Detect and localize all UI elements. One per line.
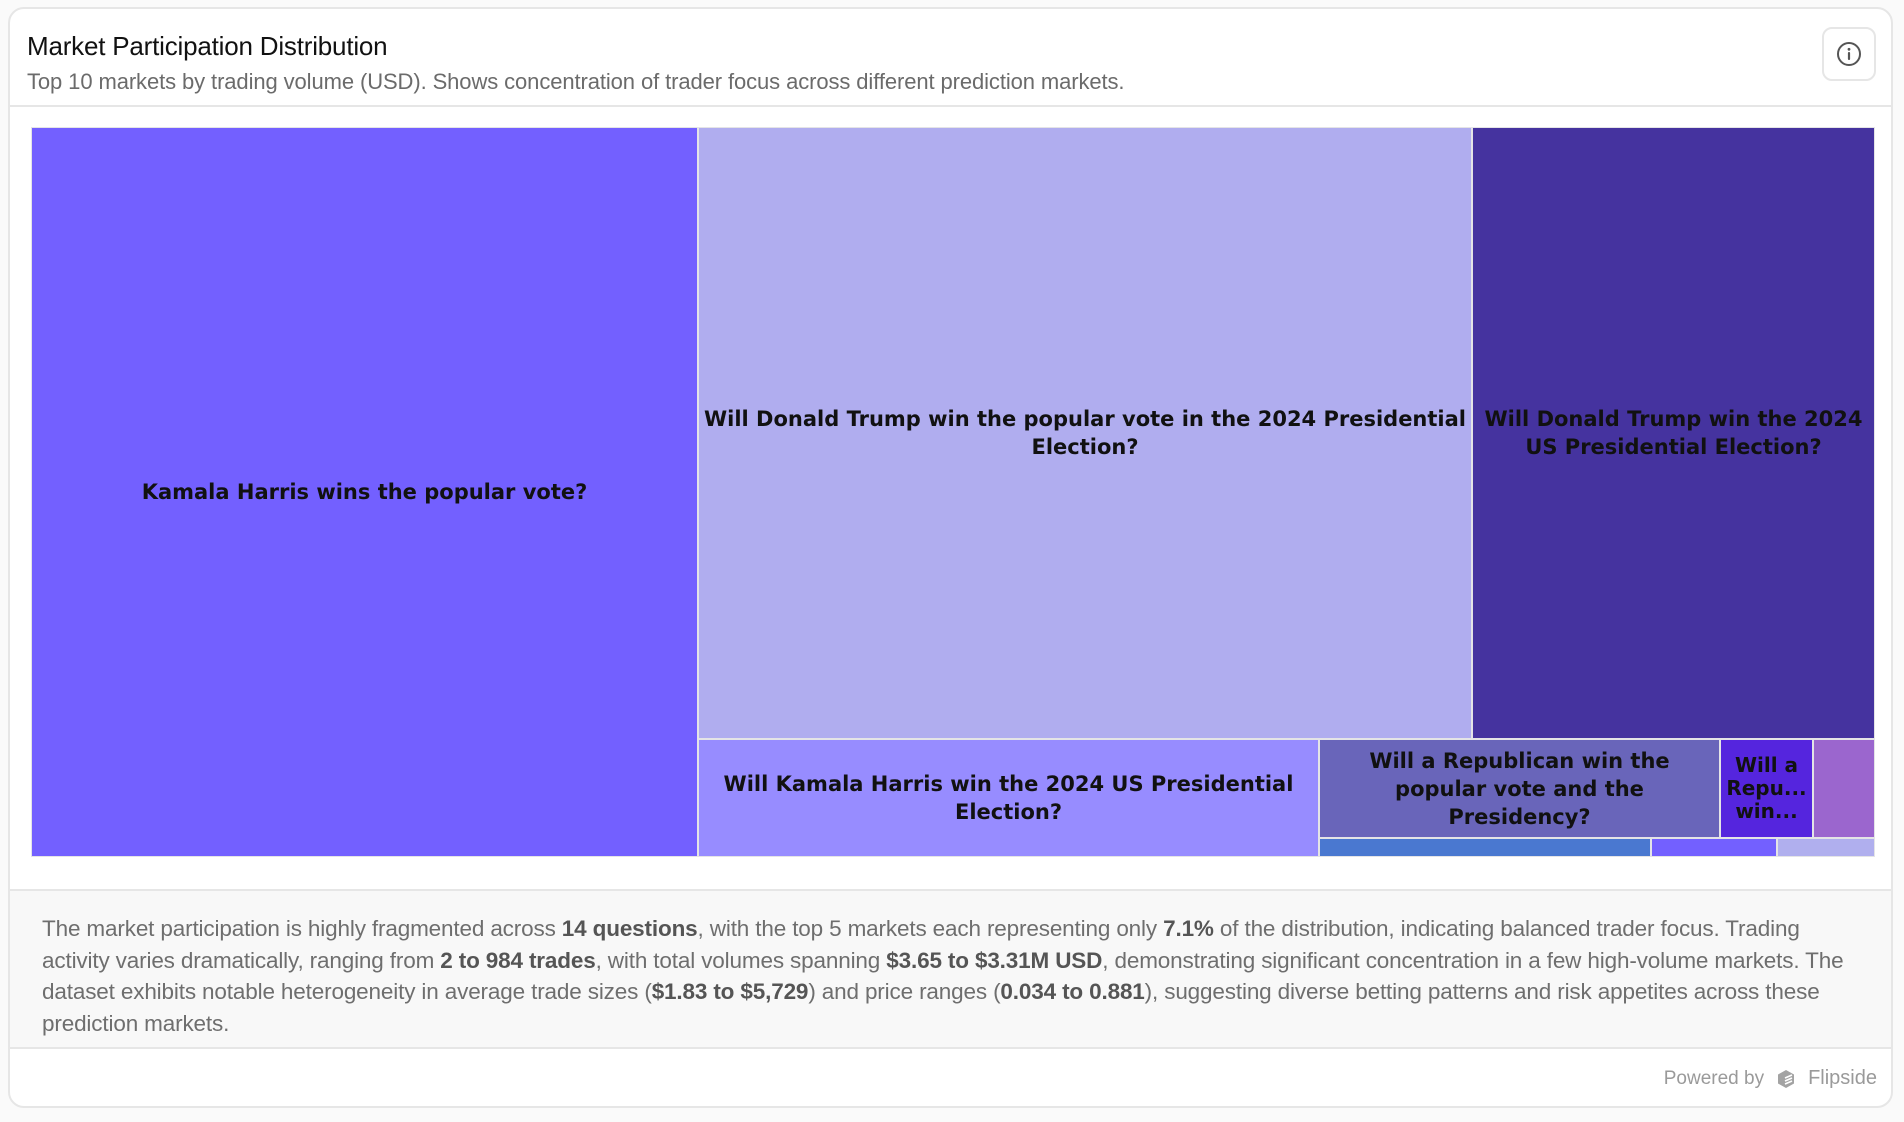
chart-card: Market Participation Distribution Top 10…: [8, 7, 1893, 1108]
treemap-tile[interactable]: [1652, 839, 1776, 856]
summary-highlight: 14 questions: [561, 916, 698, 941]
summary-fragment: , demonstrating significant concentratio…: [42, 947, 1844, 1005]
powered-by[interactable]: Powered by Flipside: [1664, 1067, 1877, 1090]
info-icon: [1837, 42, 1861, 66]
summary-fragment: , with the top 5 markets each representi…: [697, 916, 1164, 941]
treemap-tile[interactable]: Will a Repu... win...: [1721, 740, 1812, 837]
summary-fragment: , with total volumes spanning: [595, 947, 887, 973]
summary-highlight: 2 to 984 trades: [440, 947, 596, 973]
chart-subtitle: Top 10 markets by trading volume (USD). …: [27, 69, 1125, 94]
summary-section: The market participation is highly fragm…: [10, 889, 1891, 1049]
treemap: Kamala Harris wins the popular vote? Will…: [31, 127, 1875, 857]
summary-fragment: The market participation is highly fragm…: [42, 916, 562, 941]
treemap-tile[interactable]: Will Donald Trump win the popular vote i…: [699, 128, 1471, 738]
summary-fragment: of the distribution, indicating balanced…: [42, 916, 1800, 973]
treemap-tile[interactable]: Kamala Harris wins the popular vote?: [32, 128, 697, 856]
summary-fragment: ) and price ranges (: [808, 979, 1001, 1004]
flipside-logo-icon: [1778, 1069, 1795, 1088]
treemap-tile[interactable]: Will Kamala Harris win the 2024 US Presi…: [699, 740, 1318, 856]
powered-by-label: Powered by: [1663, 1067, 1765, 1089]
info-button[interactable]: [1822, 27, 1876, 81]
summary-text: The market participation is highly fragm…: [42, 913, 1872, 1039]
treemap-tile[interactable]: [1320, 839, 1650, 856]
treemap-tile[interactable]: [1778, 839, 1874, 856]
summary-highlight: $1.83 to $5,729: [651, 979, 809, 1004]
summary-fragment: ), suggesting diverse betting patterns a…: [42, 979, 1820, 1036]
chart-area: Kamala Harris wins the popular vote? Will…: [10, 107, 1891, 889]
treemap-tile[interactable]: Will a Republican win the popular vote a…: [1320, 740, 1719, 837]
card-header: Market Participation Distribution Top 10…: [10, 9, 1891, 107]
brand-name: Flipside: [1808, 1067, 1877, 1089]
treemap-tile[interactable]: Will Donald Trump win the 2024 US Presid…: [1473, 128, 1874, 738]
treemap-tile[interactable]: [1814, 740, 1874, 837]
summary-highlight: $3.65 to $3.31M USD: [886, 947, 1103, 973]
chart-title: Market Participation Distribution: [27, 31, 388, 61]
summary-highlight: 0.034 to 0.881: [1000, 979, 1145, 1004]
summary-highlight: 7.1%: [1163, 916, 1214, 941]
card-footer: Powered by Flipside: [10, 1049, 1891, 1106]
